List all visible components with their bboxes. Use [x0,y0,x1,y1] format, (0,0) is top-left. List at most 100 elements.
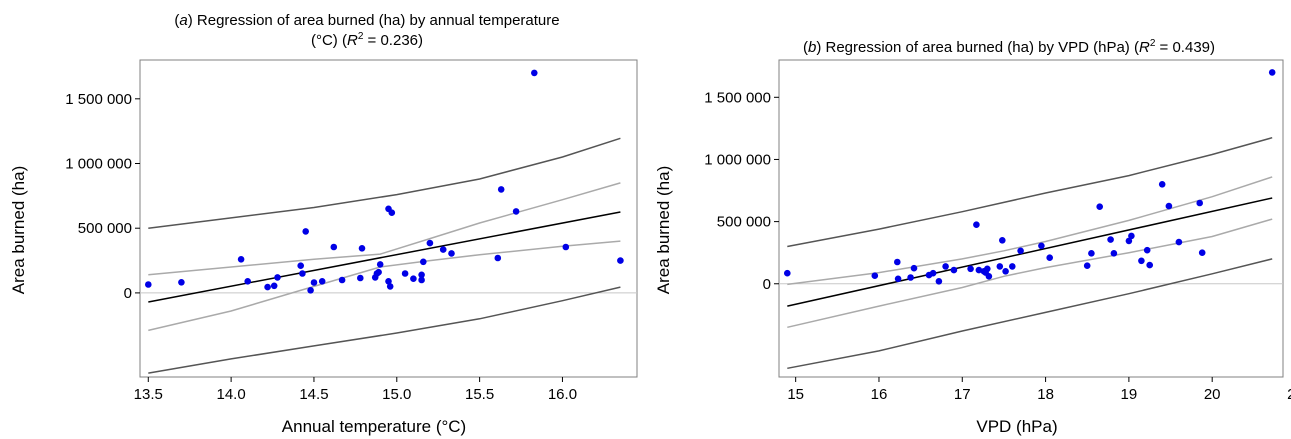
chart-a-data-point [318,278,326,285]
chart-b-y-tick-label: 1 500 000 [704,89,771,106]
chart-a-data-point [264,283,271,291]
chart-a-data-point [418,271,425,279]
chart-b-data-point [929,269,937,277]
chart-b-data-point [973,221,980,228]
chart-a-regression-line [148,211,621,303]
chart-b-x-tick-label: 17 [954,386,971,403]
chart-b-data-point [999,237,1006,244]
chart-a-x-tick-label: 15.0 [382,386,411,403]
chart-a-data-point [299,270,306,277]
chart-b-data-point [967,265,974,273]
chart-b-data-point [1138,257,1145,265]
chart-a-data-point [270,282,278,290]
chart-a-y-tick-label: 500 000 [78,220,132,237]
chart-a-title-line2: (°C) (R2 = 0.236) [311,31,423,49]
chart-a-x-tick-label: 14.5 [299,386,328,403]
chart-b-data-point [1143,246,1151,254]
chart-a-data-point [512,208,520,215]
chart-a-data-point [497,186,505,193]
chart-a-data-point [302,228,310,235]
chart-a-marks: 0 500 000 1 000 000 1 500 000 13.5 14.0 14.5 15… [65,59,638,403]
chart-a-data-point [448,250,455,257]
chart-b-data-point [1146,261,1153,269]
chart-b-prediction-line [787,258,1273,370]
chart-b-data-point [907,274,914,281]
panel-a-temperature: (a) Regression of area burned (ha) by an… [9,12,638,436]
chart-b-data-point [1198,249,1206,256]
chart-a-data-point [375,268,382,276]
chart-b-data-point [1110,250,1118,257]
chart-a-data-point [274,274,281,281]
chart-a-data-point [420,258,427,266]
chart-b-data-point [1002,268,1009,275]
chart-b-data-point [910,264,918,272]
chart-a-prediction-line [148,137,621,229]
chart-a-x-tick-label: 14.0 [217,386,246,403]
chart-a-data-point [244,278,251,285]
chart-a-data-point [178,279,185,286]
chart-b-data-point [1268,69,1276,76]
chart-a-data-point [386,283,394,290]
chart-b-data-point [1175,238,1183,246]
chart-a-data-point [617,257,624,264]
chart-a-y-tick-label: 1 000 000 [65,156,132,173]
chart-a-data-point [426,239,434,247]
chart-a-title-line1: (a) Regression of area burned (ha) by an… [174,12,559,29]
chart-b-y-tick-label: 1 000 000 [704,151,771,168]
chart-a-prediction-line [148,286,621,374]
chart-a-data-point [531,69,538,77]
chart-b-data-point [1038,242,1045,250]
chart-a-data-point [385,278,392,285]
chart-b-x-axis-label: VPD (hPa) [976,417,1057,436]
chart-a-data-point [410,275,417,283]
chart-a-confidence-line [148,240,621,332]
chart-a-data-point [418,276,425,284]
chart-a-data-point [439,246,447,253]
chart-a-data-point [330,243,338,251]
chart-b-prediction-line [787,136,1273,248]
chart-b-data-point [985,273,993,280]
chart-b-data-point [950,266,958,274]
chart-a-confidence-line [148,182,621,276]
chart-a-data-point [357,274,364,282]
chart-b-marks: 0 500 000 1 000 000 1 500 000 15 16 17 18 19 20 21 [704,59,1291,403]
chart-a-data-point [401,270,409,277]
chart-b-svg: (b) Regression of area burned (ha) by VP… [654,38,1291,436]
chart-b-confidence-line [787,218,1273,329]
chart-b-data-point [1096,203,1103,210]
chart-b-data-point [935,278,943,285]
chart-b-data-point [975,266,983,274]
chart-b-x-tick-label: 21 [1287,386,1291,403]
chart-b-confidence-line [787,176,1273,286]
chart-a-x-tick-label: 13.5 [134,386,163,403]
chart-a-y-axis-label: Area burned (ha) [9,166,28,295]
chart-a-x-tick-label: 16.0 [548,386,577,403]
chart-b-y-tick-label: 0 [763,276,771,293]
chart-b-x-tick-label: 18 [1037,386,1054,403]
chart-a-data-point [307,287,314,294]
chart-b-data-point [1009,263,1016,270]
chart-b-data-point [1088,250,1095,257]
chart-b-y-tick-label: 500 000 [717,214,771,231]
chart-b-data-point [894,258,901,266]
chart-b-data-point [984,265,991,273]
chart-b-x-tick-label: 20 [1204,386,1221,403]
chart-b-x-tick-label: 15 [787,386,804,403]
chart-b-data-point [1125,237,1133,245]
chart-b-x-tick-label: 19 [1121,386,1138,403]
chart-b-plot-frame [778,59,1284,378]
chart-b-y-axis-label: Area burned (ha) [654,166,673,295]
chart-a-data-point [376,261,384,268]
chart-a-data-point [388,209,396,216]
chart-b-data-point [1196,199,1203,207]
chart-b-data-point [996,263,1004,270]
chart-b-data-point [1083,262,1091,270]
chart-a-data-point [310,279,318,286]
chart-a-data-point [145,281,152,288]
chart-a-data-point [562,243,570,251]
chart-a-y-tick-label: 0 [124,285,132,302]
chart-b-data-point [1107,236,1114,243]
chart-b-data-point [784,269,791,277]
chart-b-data-point [1158,181,1166,188]
